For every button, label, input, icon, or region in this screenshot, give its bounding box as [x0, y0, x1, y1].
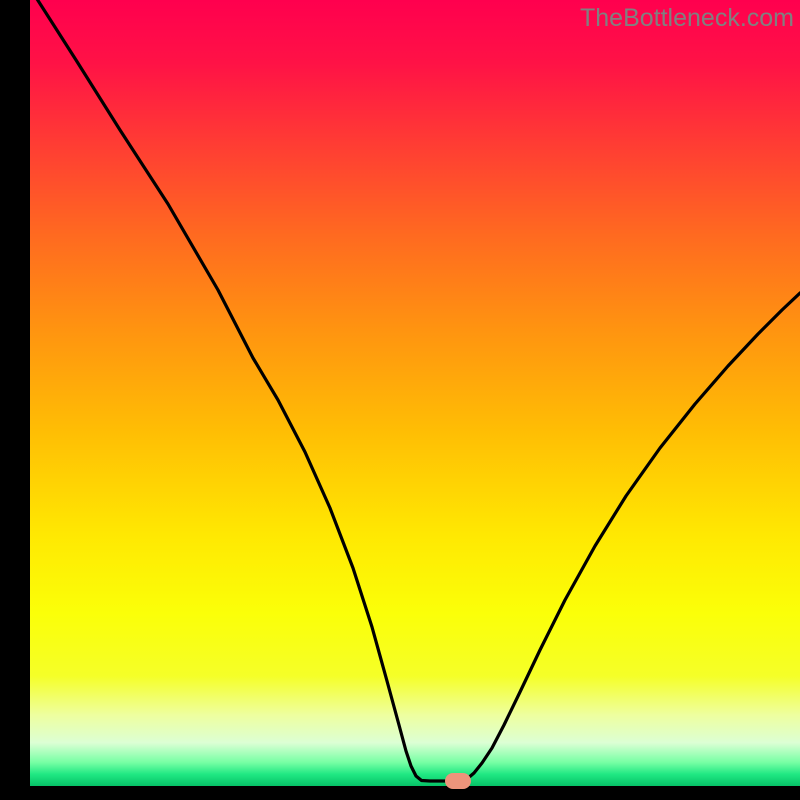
- optimum-marker: [445, 773, 471, 789]
- bottleneck-curve: [0, 0, 800, 800]
- chart-container: TheBottleneck.com: [0, 0, 800, 800]
- watermark-text: TheBottleneck.com: [580, 4, 794, 33]
